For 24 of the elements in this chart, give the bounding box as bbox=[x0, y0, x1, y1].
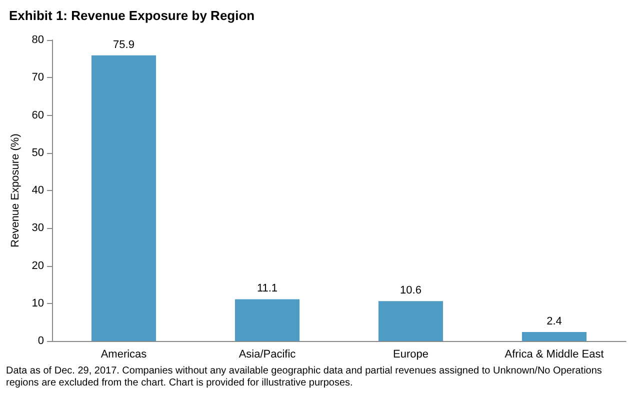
x-tick-label: Americas bbox=[100, 348, 148, 360]
y-tick-label: 60 bbox=[32, 109, 44, 122]
y-tick-label: 30 bbox=[32, 222, 44, 234]
bar bbox=[91, 55, 156, 341]
chart-title: Exhibit 1: Revenue Exposure by Region bbox=[9, 8, 255, 23]
x-tick-label: Europe bbox=[393, 348, 428, 360]
y-axis-title: Revenue Exposure (%) bbox=[9, 134, 22, 248]
data-label: 11.1 bbox=[256, 282, 278, 295]
y-tick-label: 10 bbox=[32, 297, 44, 310]
data-label: 2.4 bbox=[546, 315, 562, 328]
data-label: 75.9 bbox=[113, 38, 134, 51]
y-tick-label: 0 bbox=[38, 335, 44, 347]
y-tick-label: 50 bbox=[32, 146, 44, 159]
x-tick-label: Asia/Pacific bbox=[238, 348, 296, 360]
y-tick-label: 70 bbox=[32, 72, 44, 84]
bar bbox=[378, 301, 444, 341]
y-tick-label: 20 bbox=[32, 260, 44, 272]
y-tick-label: 40 bbox=[32, 184, 44, 196]
x-tick-label: Africa & Middle East bbox=[504, 348, 604, 360]
bar bbox=[234, 299, 300, 341]
data-label: 10.6 bbox=[400, 284, 422, 297]
y-tick-label: 80 bbox=[32, 34, 44, 46]
bar bbox=[522, 332, 587, 341]
text: Data as of Dec. 29, 2017. Companies without any available geographic data and partial revenues assigned to Unknown/No Operations regions are excluded from the chart. Chart is provided for illustrative purposes. bbox=[6, 366, 605, 388]
